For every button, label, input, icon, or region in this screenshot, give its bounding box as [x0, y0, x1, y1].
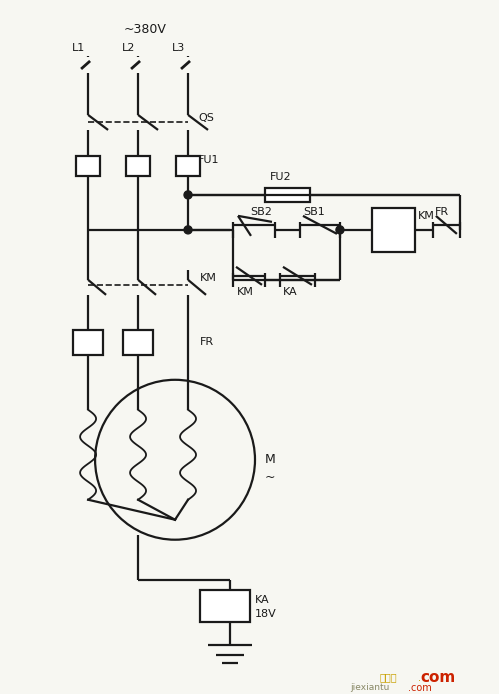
- Text: FR: FR: [200, 337, 214, 347]
- Bar: [76, 156, 100, 176]
- Bar: [372, 208, 415, 252]
- Text: ~: ~: [265, 471, 275, 484]
- Text: L3: L3: [172, 43, 185, 53]
- Text: L2: L2: [121, 43, 135, 53]
- Text: KM: KM: [237, 287, 254, 297]
- Text: SB2: SB2: [250, 207, 272, 217]
- Text: 接线图: 接线图: [380, 672, 398, 683]
- Text: KM: KM: [200, 273, 217, 283]
- Text: QS: QS: [198, 113, 214, 123]
- Bar: [200, 590, 250, 622]
- Text: SB1: SB1: [303, 207, 325, 217]
- Circle shape: [184, 226, 192, 234]
- Bar: [176, 156, 200, 176]
- Bar: [126, 156, 150, 176]
- Text: M: M: [265, 453, 276, 466]
- Circle shape: [184, 191, 192, 199]
- Text: 18V: 18V: [255, 609, 277, 618]
- Text: L1: L1: [71, 43, 85, 53]
- Text: .: .: [418, 672, 421, 683]
- Circle shape: [336, 226, 344, 234]
- Text: KA: KA: [255, 595, 269, 604]
- Text: KA: KA: [283, 287, 297, 297]
- Text: ~380V: ~380V: [124, 24, 167, 37]
- Bar: [123, 330, 153, 355]
- Bar: [265, 188, 310, 202]
- Text: FR: FR: [435, 207, 449, 217]
- Bar: [73, 330, 103, 355]
- Text: FU2: FU2: [270, 172, 291, 182]
- Text: .com: .com: [408, 683, 432, 693]
- Text: jiexiantu: jiexiantu: [350, 683, 389, 692]
- Text: FU1: FU1: [198, 155, 220, 165]
- Text: KM: KM: [418, 211, 435, 221]
- Text: com: com: [420, 670, 455, 685]
